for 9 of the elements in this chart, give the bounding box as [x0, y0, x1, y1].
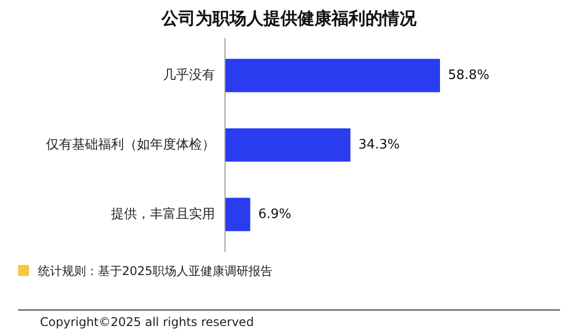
data-label: 58.8% [448, 68, 490, 84]
text: 统计规则：基于2025职场人亚健康调研报告 [38, 264, 273, 278]
y-tick-label: 仅有基础福利（如年度体检） [46, 136, 215, 152]
chart-title: 公司为职场人提供健康福利的情况 [160, 9, 418, 29]
y-tick-label: 几乎没有 [163, 68, 215, 84]
y-tick-label: 提供，丰富且实用 [111, 206, 215, 222]
text: Copyright©2025 all rights reserved [40, 315, 254, 329]
data-label: 6.9% [258, 206, 292, 222]
data-label: 34.3% [358, 138, 400, 152]
